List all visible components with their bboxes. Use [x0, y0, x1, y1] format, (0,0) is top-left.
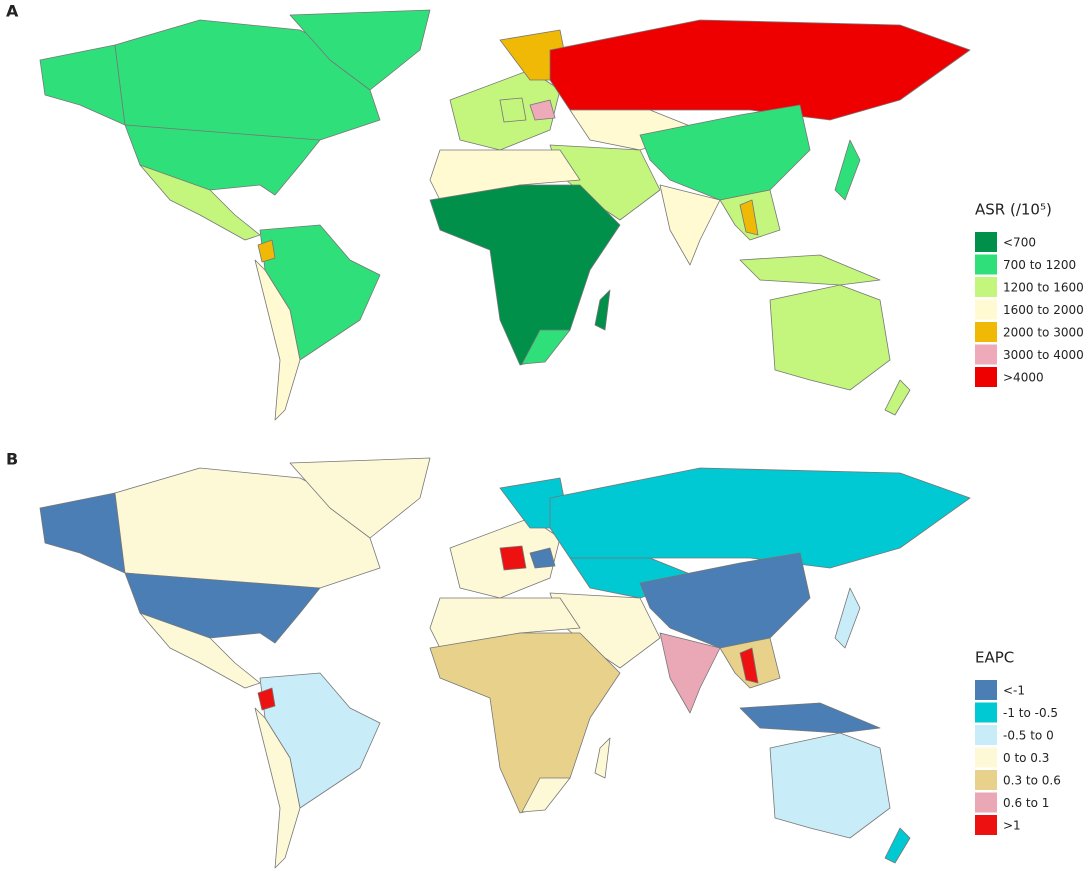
country-region: [549, 467, 971, 569]
country-region: [884, 379, 911, 416]
country-region: [659, 632, 721, 714]
country-region: [739, 199, 759, 236]
legend-label: 700 to 1200: [1003, 258, 1076, 272]
legend-label: <-1: [1003, 684, 1025, 698]
country-region: [499, 545, 527, 571]
legend-label: <700: [1003, 236, 1036, 250]
legend-swatch: [975, 277, 997, 297]
legend-swatch: [975, 232, 997, 252]
country-region: [257, 239, 276, 263]
country-region: [529, 99, 556, 121]
country-region: [834, 139, 861, 201]
legend-swatch: [975, 322, 997, 342]
country-region: [659, 184, 721, 266]
legend-label: 0.6 to 1: [1003, 796, 1049, 810]
legend-swatch: [975, 725, 997, 745]
country-region: [884, 827, 911, 864]
legend-swatch: [975, 299, 997, 320]
legend-title: ASR (/10⁵): [975, 201, 1052, 219]
legend-swatch: [975, 367, 997, 387]
country-region: [39, 44, 126, 126]
legend-swatch: [975, 254, 997, 275]
country-region: [139, 612, 261, 689]
country-region: [289, 457, 431, 539]
country-region: [739, 647, 759, 684]
legend-label: 1200 to 1600: [1003, 281, 1084, 295]
country-region: [499, 97, 527, 123]
country-region: [529, 547, 556, 569]
map-panel: B EAPC <-1 -1 to -0.5 -0.5 to 0 0 to 0.3 0.3 t…: [6, 450, 1061, 869]
legend-swatch: [975, 747, 997, 768]
legend-swatch: [975, 792, 997, 813]
country-region: [769, 732, 891, 839]
country-region: [429, 184, 621, 366]
country-region: [834, 587, 861, 649]
country-region: [769, 284, 891, 391]
legend-label: 3000 to 4000: [1003, 348, 1084, 362]
country-region: [739, 254, 881, 286]
legend-title: EAPC: [975, 649, 1014, 667]
legend-label: 1600 to 2000: [1003, 303, 1084, 317]
legend-swatch: [975, 344, 997, 365]
legend-label: 2000 to 3000: [1003, 326, 1084, 340]
country-region: [254, 259, 301, 421]
panel-label: A: [6, 2, 19, 21]
country-region: [289, 9, 431, 91]
panel-label: B: [6, 450, 18, 469]
map-panel: A ASR (/10⁵) <700 700 to 1200 1200 to 1600 16…: [6, 2, 1084, 421]
country-region: [549, 19, 971, 121]
legend-swatch: [975, 680, 997, 700]
legend-label: -1 to -0.5: [1003, 706, 1058, 720]
legend-label: 0 to 0.3: [1003, 751, 1049, 765]
country-region: [594, 737, 611, 779]
legend-label: >4000: [1003, 371, 1044, 385]
country-region: [139, 164, 261, 241]
legend-label: >1: [1003, 819, 1021, 833]
country-region: [521, 777, 571, 813]
country-region: [254, 707, 301, 869]
country-region: [429, 632, 621, 814]
legend-swatch: [975, 815, 997, 835]
country-region: [594, 289, 611, 331]
legend-label: -0.5 to 0: [1003, 729, 1054, 743]
country-region: [39, 492, 126, 574]
legend-label: 0.3 to 0.6: [1003, 774, 1061, 788]
legend-swatch: [975, 770, 997, 790]
country-region: [521, 329, 571, 365]
legend-swatch: [975, 702, 997, 723]
country-region: [739, 702, 881, 734]
country-region: [257, 687, 276, 711]
